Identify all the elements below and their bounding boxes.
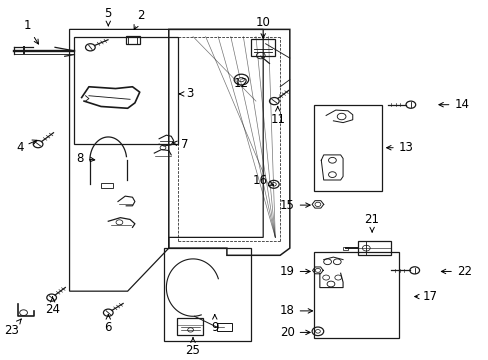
Text: 23: 23	[4, 319, 21, 337]
Text: 18: 18	[279, 305, 312, 318]
Text: 20: 20	[279, 326, 309, 339]
Bar	[74, 37, 178, 144]
Text: 21: 21	[364, 213, 379, 232]
Text: 15: 15	[279, 199, 309, 212]
Text: 2: 2	[134, 9, 144, 30]
Text: 9: 9	[211, 315, 218, 333]
Text: 12: 12	[233, 77, 248, 90]
Text: 1: 1	[23, 19, 39, 44]
Text: 6: 6	[104, 315, 112, 333]
Text: 8: 8	[77, 152, 95, 165]
Text: 25: 25	[185, 338, 200, 357]
Text: 17: 17	[414, 290, 437, 303]
Text: 7: 7	[172, 138, 188, 150]
Text: 11: 11	[270, 107, 285, 126]
Bar	[101, 183, 113, 188]
Bar	[343, 247, 347, 249]
Bar	[313, 105, 381, 191]
Bar	[217, 323, 231, 330]
Text: 14: 14	[438, 98, 468, 111]
Text: 10: 10	[255, 16, 270, 38]
Text: 24: 24	[45, 297, 60, 316]
Bar	[126, 36, 140, 44]
Bar	[357, 241, 391, 255]
Text: 22: 22	[441, 265, 471, 278]
Text: 16: 16	[252, 174, 273, 186]
Text: 4: 4	[16, 140, 37, 154]
Text: 3: 3	[179, 87, 193, 100]
Bar	[176, 318, 203, 335]
Bar	[313, 252, 398, 338]
Text: 13: 13	[386, 141, 413, 154]
Text: 19: 19	[279, 265, 309, 278]
Bar	[250, 39, 275, 56]
Bar	[163, 248, 250, 341]
Text: 5: 5	[104, 7, 112, 26]
